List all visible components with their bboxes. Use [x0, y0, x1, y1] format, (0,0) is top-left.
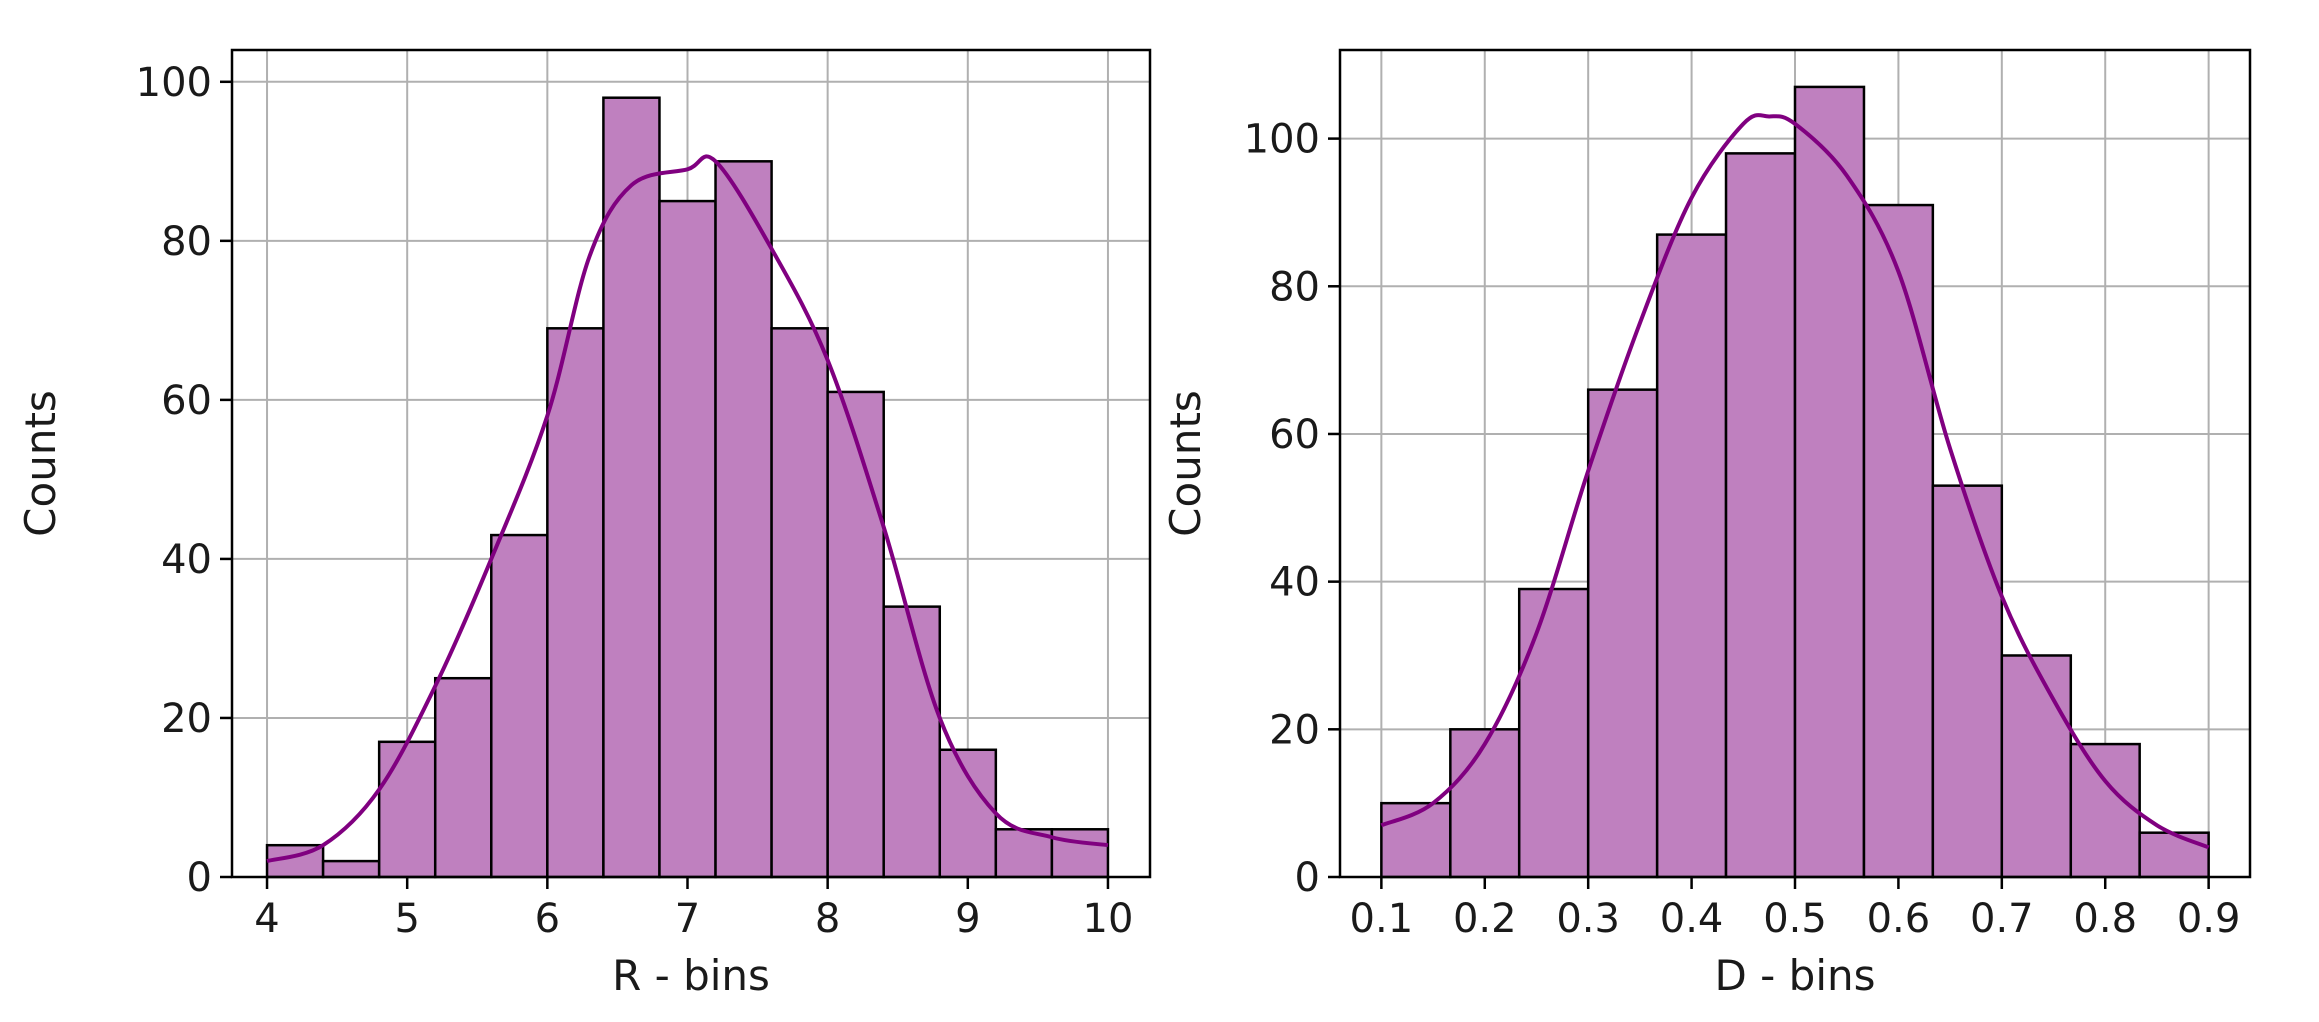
histogram-bar [938, 748, 998, 879]
histogram-bar [1517, 587, 1590, 879]
histogram-bar [1931, 484, 2004, 879]
histogram-bar [602, 96, 661, 879]
y-tick-label: 100 [136, 60, 212, 106]
y-tick-label: 80 [1269, 264, 1320, 310]
histogram-bar [321, 859, 381, 879]
kde-curve [1380, 113, 2210, 850]
histogram-bar [1793, 85, 1866, 879]
y-axis-label: Counts [16, 390, 65, 537]
d-bins-histogram-panel: 0.1 0.2 0.3 0.4 0.5 0.6 0.7 0.8 0.9 0 20 40 60 80 100 D… [1161, 48, 2252, 1000]
y-tick-label: 100 [1244, 117, 1320, 163]
x-tick-label: 0.4 [1660, 896, 1724, 942]
y-axis-label: Counts [1161, 390, 1210, 537]
x-tick-label: 0.6 [1867, 896, 1931, 942]
histogram-bar [377, 740, 437, 879]
histogram-bar [1586, 388, 1659, 879]
y-tick-label: 60 [161, 378, 212, 424]
histogram-bar [658, 199, 717, 879]
histogram-bar [994, 828, 1054, 879]
histogram-bar [826, 390, 885, 879]
y-tick-label: 60 [1269, 412, 1320, 458]
histogram-bar [2000, 654, 2073, 879]
x-tick-label: 5 [394, 896, 419, 942]
x-tick-label: 7 [675, 896, 700, 942]
x-axis-label: R - bins [612, 951, 770, 1000]
y-tick-label: 40 [161, 537, 212, 583]
x-tick-label: 0.7 [1970, 896, 2034, 942]
axes-frame [230, 48, 1152, 879]
histogram-bar [433, 676, 493, 879]
y-tick-label: 0 [187, 855, 212, 901]
x-axis-label: D - bins [1714, 951, 1875, 1000]
histogram-bar [770, 327, 829, 879]
x-tick-label: 0.1 [1350, 896, 1414, 942]
x-tick-label: 0.3 [1556, 896, 1620, 942]
histogram-bar [1862, 203, 1935, 879]
histogram-bar [546, 327, 605, 879]
y-tick-label: 20 [1269, 707, 1320, 753]
x-tick-label: 6 [535, 896, 560, 942]
histogram-bar [490, 533, 549, 879]
histogram-bar [1050, 828, 1110, 879]
histogram-bar [2138, 831, 2210, 879]
y-tick-label: 40 [1269, 560, 1320, 606]
y-tick-label: 0 [1295, 855, 1320, 901]
histogram-bar [1449, 728, 1521, 879]
x-tick-label: 9 [955, 896, 980, 942]
x-tick-label: 0.2 [1453, 896, 1517, 942]
x-tick-label: 8 [815, 896, 840, 942]
x-tick-label: 10 [1083, 896, 1134, 942]
x-tick-label: 0.5 [1763, 896, 1827, 942]
axes-frame [1338, 48, 2252, 879]
x-tick-label: 0.8 [2073, 896, 2137, 942]
histogram-bar [882, 605, 942, 879]
histogram-bar [714, 160, 773, 879]
x-tick-label: 4 [254, 896, 279, 942]
histogram-bar [2069, 742, 2141, 879]
kde-curve [266, 154, 1109, 864]
y-tick-label: 80 [161, 219, 212, 265]
y-tick-label: 20 [161, 696, 212, 742]
x-tick-label: 0.9 [2177, 896, 2241, 942]
histogram-bar [1724, 152, 1797, 879]
histogram-bar [1655, 233, 1728, 879]
